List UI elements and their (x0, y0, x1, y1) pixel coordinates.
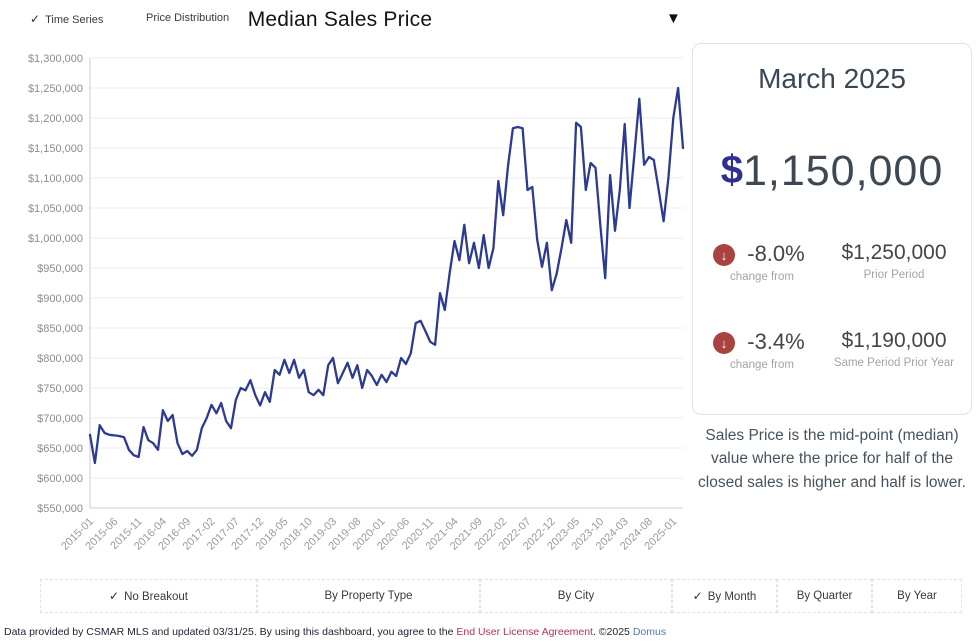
footer-text: Data provided by CSMAR MLS and updated 0… (4, 626, 457, 638)
prior-year-caption: Same Period Prior Year (833, 357, 955, 369)
check-icon: ✓ (692, 589, 703, 603)
y-axis-tick-label: $1,250,000 (28, 83, 83, 95)
y-axis-tick-label: $1,150,000 (28, 143, 83, 155)
breakout-by-year[interactable]: By Year (872, 579, 962, 613)
down-arrow-glyph: ↓ (720, 247, 728, 263)
tab-time-series[interactable]: ✓ Time Series (30, 12, 103, 26)
breakout-by-property-type[interactable]: By Property Type (257, 579, 480, 613)
comparison-prior-period: ↓ -8.0% change from $1,250,000 Prior Per… (701, 241, 965, 283)
y-axis-tick-label: $850,000 (37, 323, 83, 335)
domus-link[interactable]: Domus (632, 626, 667, 638)
breakout-label: By Year (897, 590, 937, 602)
breakout-label: By Property Type (324, 590, 413, 602)
tab-price-distribution-label: Price Distribution (146, 12, 230, 24)
dollar-sign: $ (720, 148, 743, 192)
y-axis-tick-label: $900,000 (37, 293, 83, 305)
arrow-circle-down-icon: ↓ (713, 244, 735, 266)
page-title: Median Sales Price (247, 8, 433, 31)
pct-change-caption: change from (730, 271, 794, 283)
prior-period-amount: $1,250,000 (841, 241, 947, 264)
y-axis-tick-label: $1,200,000 (28, 113, 83, 125)
median-price-line (88, 86, 685, 465)
pct-change: -8.0% (747, 241, 805, 266)
pct-change-caption: change from (730, 359, 794, 371)
median-sales-price-chart: $550,000 $600,000 $650,000 $700,000 $750,000… (0, 40, 695, 575)
y-axis-tick-label: $1,000,000 (28, 233, 83, 245)
y-axis-tick-label: $800,000 (37, 353, 83, 365)
breakout-label: No Breakout (124, 591, 188, 603)
prior-year-amount: $1,190,000 (841, 329, 947, 352)
period-label: March 2025 (758, 63, 906, 94)
chevron-down-icon[interactable]: ▼ (666, 10, 681, 27)
comparison-prior-year: ↓ -3.4% change from $1,190,000 Same Peri… (701, 329, 965, 371)
breakout-by-city[interactable]: By City (480, 579, 672, 613)
breakout-label: By Quarter (796, 590, 853, 602)
breakout-label: By Month (707, 591, 757, 603)
prior-period-caption: Prior Period (863, 269, 925, 281)
breakout-by-month[interactable]: ✓ By Month (672, 579, 777, 613)
check-icon: ✓ (30, 12, 41, 26)
y-axis-tick-label: $950,000 (37, 263, 83, 275)
median-price-value: $1,150,000 (693, 147, 971, 196)
breakout-by-quarter[interactable]: By Quarter (777, 579, 872, 613)
summary-card: March 2025 $1,150,000 ↓ -8.0% change fro… (692, 43, 972, 415)
pct-change: -3.4% (747, 329, 805, 354)
y-axis-tick-label: $550,000 (37, 503, 83, 515)
breakout-label: By City (557, 590, 595, 602)
tab-time-series-label: Time Series (45, 14, 104, 26)
y-axis-tick-label: $1,100,000 (28, 173, 83, 185)
footer-text: . ©2025 (592, 626, 633, 638)
y-axis-tick-label: $1,300,000 (28, 53, 83, 65)
down-arrow-glyph: ↓ (720, 335, 728, 351)
y-axis-tick-label: $600,000 (37, 473, 83, 485)
arrow-circle-down-icon: ↓ (713, 332, 735, 354)
metric-description: Sales Price is the mid-point (median) va… (698, 427, 966, 491)
tab-price-distribution[interactable]: Price Distribution (146, 12, 229, 24)
y-axis-tick-label: $700,000 (37, 413, 83, 425)
license-agreement-link[interactable]: End User License Agreement (456, 626, 593, 638)
breakout-no-breakout[interactable]: ✓ No Breakout (40, 579, 257, 613)
y-axis-tick-label: $1,050,000 (28, 203, 83, 215)
top-bar: ✓ Time Series Price Distribution Median S… (0, 0, 980, 40)
footer: Data provided by CSMAR MLS and updated 0… (4, 626, 666, 638)
price-chart: $550,000 $600,000 $650,000 $700,000 $750,000… (28, 53, 685, 553)
price-number: 1,150,000 (742, 147, 944, 195)
y-axis-tick-label: $650,000 (37, 443, 83, 455)
check-icon: ✓ (109, 589, 120, 603)
y-axis-tick-label: $750,000 (37, 383, 83, 395)
